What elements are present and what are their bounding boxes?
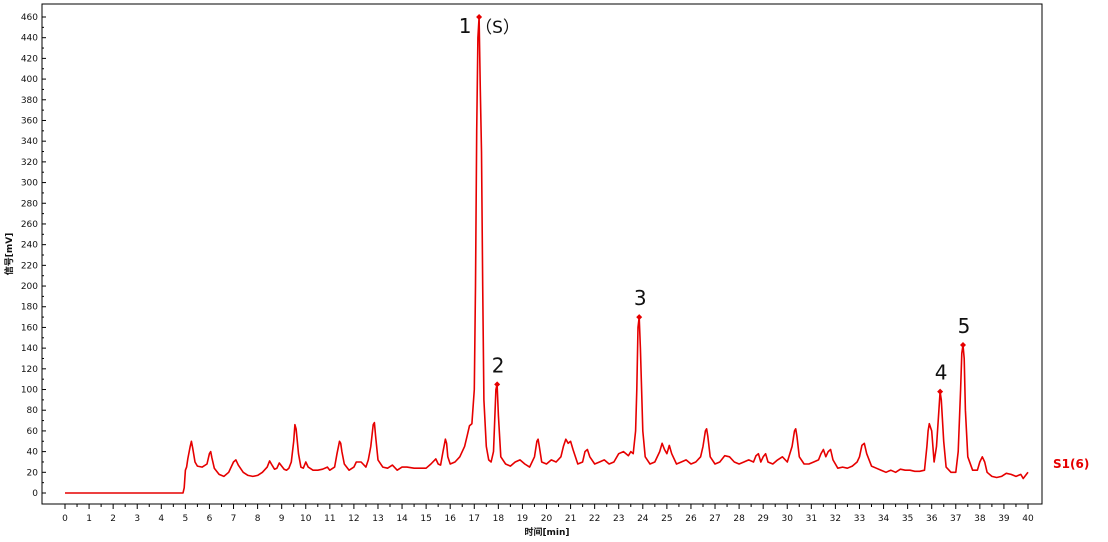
x-tick-label: 26 (685, 514, 697, 524)
x-tick-label: 34 (878, 514, 890, 524)
x-tick-label: 25 (661, 514, 672, 524)
peak-marker-4 (937, 388, 944, 395)
x-tick-label: 15 (420, 514, 431, 524)
x-tick-label: 27 (709, 514, 720, 524)
y-tick-label: 420 (21, 54, 38, 64)
y-tick-label: 320 (21, 158, 38, 168)
y-tick-label: 100 (21, 386, 38, 396)
x-tick-label: 9 (279, 514, 285, 524)
y-tick-label: 20 (27, 468, 39, 478)
y-tick-label: 400 (21, 75, 38, 85)
x-tick-label: 8 (255, 514, 261, 524)
x-tick-label: 10 (300, 514, 312, 524)
x-axis: 0 1 2 3 4 5 6 7 8 9 10 11 12 13 14 15 16 17 18 19 20 21 22 23 24… (62, 504, 1034, 524)
series-label: S1(6) (1053, 457, 1089, 471)
y-tick-label: 220 (21, 261, 38, 271)
peak-marker-5 (959, 342, 966, 349)
x-tick-label: 1 (86, 514, 92, 524)
y-tick-label: 280 (21, 199, 38, 209)
y-tick-label: 0 (32, 489, 38, 499)
y-axis-title: 信号[mV] (3, 233, 15, 276)
y-tick-label: 120 (21, 365, 38, 375)
y-tick-label: 60 (27, 427, 39, 437)
x-tick-label: 28 (733, 514, 745, 524)
peak-label-3: 3 (634, 286, 647, 310)
x-axis-title: 时间[min] (524, 526, 569, 538)
x-tick-label: 16 (444, 514, 456, 524)
x-tick-label: 17 (469, 514, 480, 524)
y-tick-label: 240 (21, 241, 38, 251)
y-tick-label: 460 (21, 13, 38, 23)
peak-label-5: 5 (958, 314, 971, 338)
y-tick-label: 260 (21, 220, 38, 230)
x-tick-label: 11 (324, 514, 335, 524)
y-tick-label: 160 (21, 323, 38, 333)
x-tick-label: 18 (493, 514, 505, 524)
x-tick-label: 31 (806, 514, 817, 524)
x-tick-label: 35 (902, 514, 913, 524)
x-tick-label: 29 (757, 514, 769, 524)
y-tick-label: 140 (21, 344, 38, 354)
peak-labels: 1 （S） 2 3 45 (459, 14, 971, 385)
x-tick-label: 20 (541, 514, 553, 524)
x-tick-label: 40 (1022, 514, 1034, 524)
y-tick-label: 440 (21, 34, 38, 44)
x-tick-label: 0 (62, 514, 68, 524)
y-tick-label: 40 (27, 448, 39, 458)
y-tick-label: 340 (21, 137, 38, 147)
peak-marker-3 (636, 314, 643, 321)
x-tick-label: 23 (613, 514, 624, 524)
y-tick-label: 380 (21, 96, 38, 106)
x-tick-label: 37 (950, 514, 961, 524)
x-tick-label: 14 (396, 514, 408, 524)
x-tick-label: 30 (782, 514, 794, 524)
x-tick-label: 19 (517, 514, 529, 524)
y-tick-label: 80 (27, 406, 39, 416)
x-tick-label: 2 (110, 514, 116, 524)
x-tick-label: 22 (589, 514, 600, 524)
x-tick-label: 4 (158, 514, 164, 524)
peak-label-suffix-1: （S） (475, 18, 520, 38)
x-tick-label: 36 (926, 514, 938, 524)
x-tick-label: 5 (183, 514, 189, 524)
series-line-s1-6 (65, 16, 1029, 494)
peak-label-1: 1 (459, 14, 472, 38)
x-tick-label: 32 (830, 514, 841, 524)
peak-markers (476, 14, 966, 395)
x-tick-label: 38 (974, 514, 986, 524)
x-tick-label: 39 (998, 514, 1010, 524)
y-tick-label: 300 (21, 179, 38, 189)
x-tick-label: 6 (207, 514, 213, 524)
x-tick-label: 12 (348, 514, 359, 524)
x-tick-label: 13 (372, 514, 383, 524)
peak-marker-1 (476, 14, 483, 20)
plot-frame (41, 3, 1043, 505)
y-tick-label: 360 (21, 116, 38, 126)
x-tick-label: 33 (854, 514, 865, 524)
y-axis: 0 20 40 60 80 100 120 140 160 180 200 220 240 260 280 3… (21, 13, 46, 499)
peak-label-4: 4 (935, 361, 948, 385)
peak-marker-2 (494, 381, 501, 388)
y-tick-label: 200 (21, 282, 38, 292)
x-tick-label: 7 (231, 514, 237, 524)
x-tick-label: 21 (565, 514, 576, 524)
x-tick-label: 24 (637, 514, 649, 524)
peak-label-2: 2 (492, 353, 505, 377)
x-tick-label: 3 (134, 514, 140, 524)
y-tick-label: 180 (21, 303, 38, 313)
